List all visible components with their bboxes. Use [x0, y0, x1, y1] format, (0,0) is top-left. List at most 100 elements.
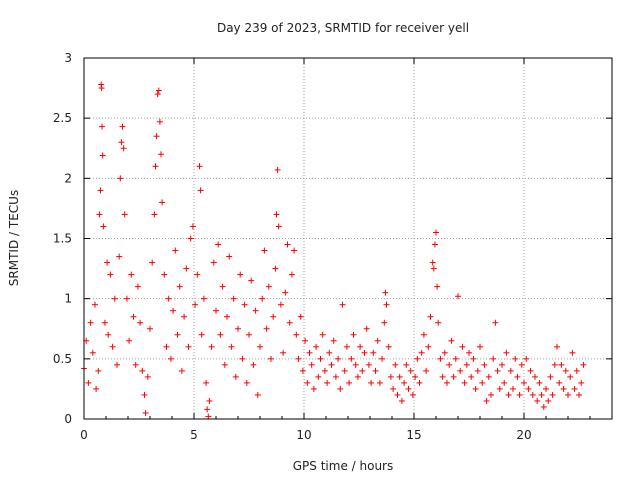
data-point [545, 397, 552, 404]
grid [84, 58, 612, 419]
data-point [230, 295, 237, 302]
data-point [172, 247, 179, 254]
data-point [105, 331, 112, 338]
data-point [523, 355, 530, 362]
data-point [567, 373, 574, 380]
data-point [335, 355, 342, 362]
data-point [425, 343, 432, 350]
data-point [379, 355, 386, 362]
data-point [343, 343, 350, 350]
data-point [250, 361, 257, 368]
y-tick-label: 1.5 [53, 232, 72, 246]
data-point [272, 265, 279, 272]
data-point [494, 367, 501, 374]
data-point [558, 361, 565, 368]
data-point [141, 391, 148, 398]
data-point [352, 361, 359, 368]
data-point [470, 355, 477, 362]
data-point [330, 337, 337, 344]
data-point [254, 391, 261, 398]
data-point [120, 145, 127, 152]
data-point [543, 385, 549, 392]
data-point [434, 283, 441, 290]
data-point [197, 187, 204, 194]
data-point [529, 391, 536, 398]
data-point [571, 385, 578, 392]
data-point [282, 289, 289, 296]
data-point [474, 367, 481, 374]
y-tick-label: 1 [64, 292, 72, 306]
data-point [441, 349, 448, 356]
data-point [501, 379, 508, 386]
data-point [538, 391, 545, 398]
data-point [477, 343, 483, 350]
data-points [81, 81, 587, 420]
data-point [468, 373, 475, 380]
data-point [427, 313, 434, 320]
data-point [123, 295, 130, 302]
data-point [304, 379, 311, 386]
data-point [527, 367, 534, 374]
data-point [394, 391, 401, 398]
data-point [310, 385, 317, 392]
data-point [365, 361, 372, 368]
data-point [130, 313, 137, 320]
data-point [370, 349, 377, 356]
data-point [492, 319, 499, 326]
data-point [194, 271, 201, 278]
data-point [321, 367, 328, 374]
data-point [483, 397, 490, 404]
data-point [540, 403, 547, 410]
data-point [418, 349, 425, 356]
data-point [241, 301, 248, 308]
data-point [423, 367, 430, 374]
data-point [521, 379, 527, 386]
data-point [381, 319, 388, 326]
data-point [578, 379, 585, 386]
data-point [350, 331, 357, 338]
data-point [387, 373, 394, 380]
data-point [306, 349, 313, 356]
data-point [490, 355, 497, 362]
data-point [551, 361, 558, 368]
data-point [93, 385, 100, 392]
data-point [372, 367, 379, 374]
data-point [315, 373, 322, 380]
x-axis-label: GPS time / hours [293, 459, 394, 473]
data-point [435, 319, 442, 326]
data-point [239, 355, 246, 362]
data-point [392, 361, 399, 368]
data-point [117, 175, 124, 182]
data-point [210, 259, 217, 266]
data-point [332, 373, 339, 380]
data-point [510, 385, 516, 392]
data-point [152, 163, 159, 170]
data-point [280, 349, 287, 356]
data-point [479, 379, 486, 386]
data-point [144, 373, 151, 380]
data-point [383, 301, 390, 308]
data-point [439, 373, 446, 380]
data-point [297, 313, 304, 320]
data-point [248, 277, 255, 284]
data-point [252, 307, 259, 314]
data-point [259, 295, 266, 302]
data-point [466, 349, 472, 356]
data-point [121, 211, 128, 218]
data-point [348, 355, 355, 362]
data-point [181, 313, 188, 320]
data-point [104, 259, 111, 266]
data-point [263, 325, 270, 332]
data-point [119, 123, 126, 130]
data-point [433, 229, 439, 236]
data-point [98, 85, 105, 92]
data-point [92, 301, 98, 308]
data-point [472, 385, 479, 392]
data-point [420, 331, 427, 338]
data-point [261, 247, 268, 254]
data-point [463, 361, 470, 368]
data-point [139, 367, 146, 374]
data-point [536, 379, 543, 386]
data-point [431, 241, 438, 248]
